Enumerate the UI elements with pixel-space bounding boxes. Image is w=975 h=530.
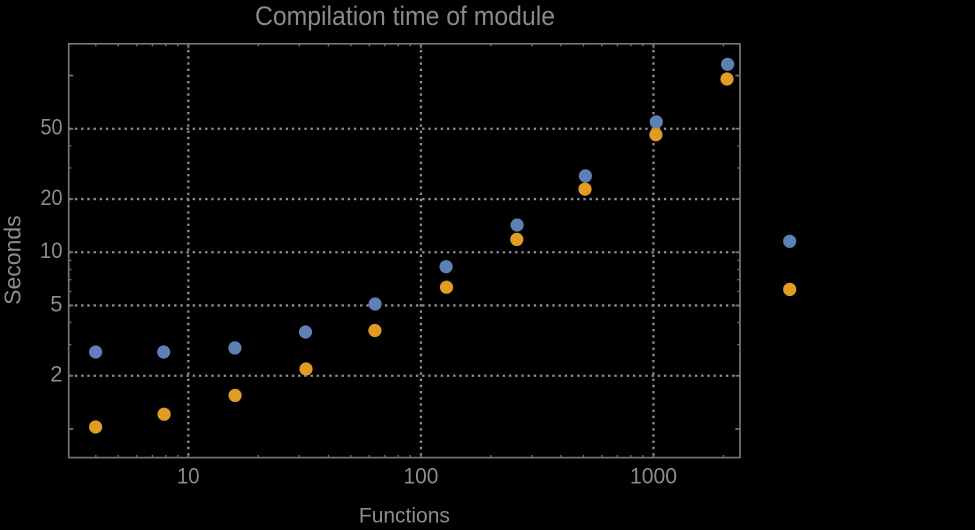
svg-text:Seconds: Seconds [0,215,25,305]
svg-text:Compilation time of module: Compilation time of module [255,1,555,31]
svg-text:10: 10 [177,464,200,489]
svg-text:2: 2 [50,362,62,387]
svg-text:20: 20 [41,185,63,210]
svg-text:Functions: Functions [359,504,450,525]
svg-text:100: 100 [404,464,439,489]
svg-text:50: 50 [41,115,63,140]
svg-text:1000: 1000 [630,464,677,489]
svg-text:5: 5 [50,291,62,316]
svg-text:10: 10 [40,238,63,263]
